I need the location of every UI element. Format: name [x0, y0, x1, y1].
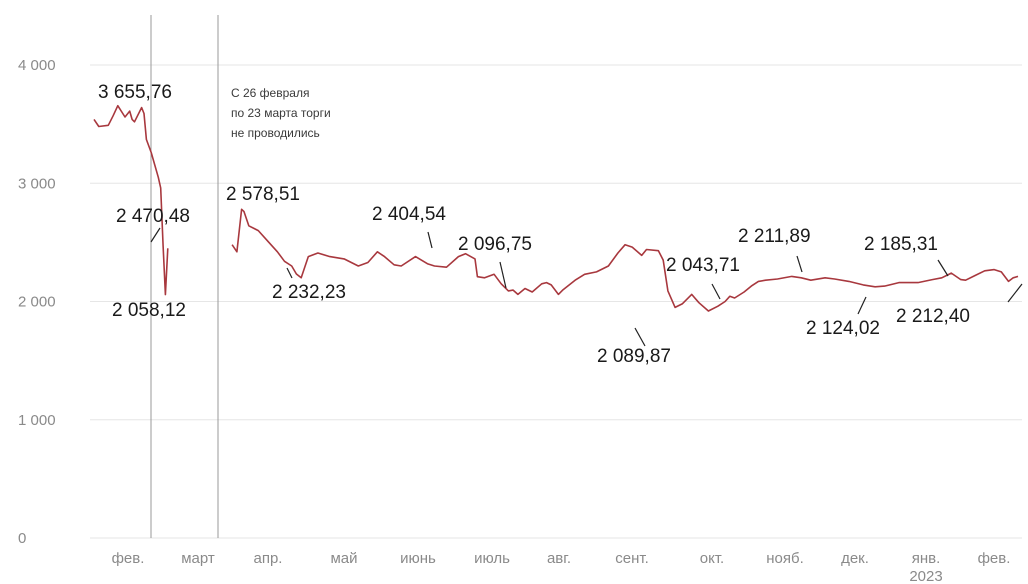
y-tick-label: 2 000: [18, 294, 56, 311]
x-tick-label: сент.: [615, 550, 649, 567]
grid-lines: [90, 64, 1022, 539]
x-tick-label: апр.: [254, 550, 283, 567]
y-tick-label: 4 000: [18, 57, 56, 74]
x-tick-label: нояб.: [766, 550, 804, 567]
series-line: [93, 104, 169, 296]
note-line-2: по 23 марта торги: [231, 106, 331, 120]
annotation-group: 3 655,76 2 470,48 2 058,12 2 578,51 2 232,23…: [98, 82, 1023, 367]
annotation-leader: [150, 227, 161, 243]
data-label: 2 058,12: [112, 300, 186, 321]
y-tick-label: 0: [18, 530, 26, 547]
y-tick-label: 1 000: [18, 412, 56, 429]
series-line: [231, 208, 1019, 312]
series-group: [93, 104, 1019, 312]
trading-halt-note: С 26 февраля по 23 марта торги не провод…: [231, 86, 331, 140]
data-label: 2 124,02: [806, 318, 880, 339]
x-tick-year-label: 2023: [909, 568, 942, 584]
data-label: 3 655,76: [98, 82, 172, 103]
x-tick-label: янв.: [912, 550, 941, 567]
annotation-leader: [634, 327, 646, 347]
data-label: 2 470,48: [116, 206, 190, 227]
data-label: 2 211,89: [738, 226, 811, 247]
annotation-leader: [1007, 283, 1023, 303]
data-label: 2 212,40: [896, 306, 970, 327]
x-tick-label: май: [330, 550, 357, 567]
x-tick-label: март: [181, 550, 215, 567]
annotation-leader: [937, 259, 949, 277]
x-tick-label: дек.: [841, 550, 869, 567]
data-label: 2 043,71: [666, 255, 740, 276]
x-tick-label: фев.: [978, 550, 1011, 567]
data-label: 2 232,23: [272, 282, 346, 303]
data-label: 2 096,75: [458, 234, 532, 255]
data-label: 2 578,51: [226, 184, 300, 205]
data-label: 2 185,31: [864, 234, 938, 255]
x-axis-ticks: фев. март апр. май июнь июль авг. сент. окт. нояб…: [112, 550, 1011, 584]
x-tick-label: июль: [474, 550, 510, 567]
y-axis-ticks: 0 1 000 2 000 3 000 4 000: [18, 57, 56, 547]
x-tick-label: июнь: [400, 550, 436, 567]
note-line-3: не проводились: [231, 126, 320, 140]
annotation-leader: [857, 296, 867, 315]
y-tick-label: 3 000: [18, 175, 56, 192]
data-label: 2 089,87: [597, 346, 671, 367]
annotation-leader: [286, 267, 293, 279]
x-tick-label: фев.: [112, 550, 145, 567]
note-line-1: С 26 февраля: [231, 86, 309, 100]
x-tick-label: авг.: [547, 550, 571, 567]
annotation-leader: [711, 283, 721, 300]
x-tick-label: окт.: [700, 550, 724, 567]
annotation-leader: [499, 261, 507, 289]
annotation-leader: [796, 255, 803, 273]
annotation-leader: [427, 231, 433, 249]
data-label: 2 404,54: [372, 204, 446, 225]
